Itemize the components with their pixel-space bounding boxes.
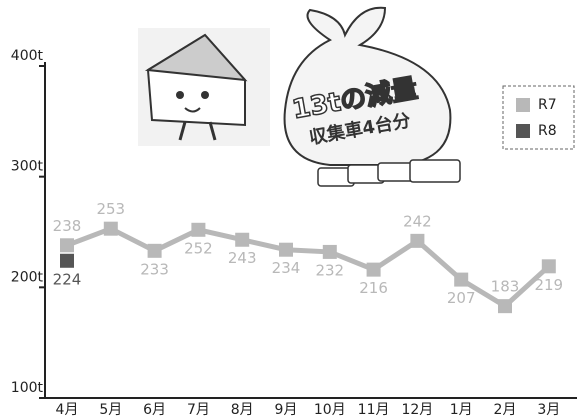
- x-tick-label: 2月: [494, 402, 517, 418]
- point: [498, 299, 512, 314]
- point: [147, 243, 162, 258]
- point: [235, 232, 250, 247]
- y-tick-label: 300t: [11, 159, 44, 175]
- x-tick-label: 11月: [358, 402, 390, 418]
- truck: [377, 162, 415, 182]
- eye: [176, 91, 184, 99]
- data-label: 207: [447, 289, 476, 307]
- series-line: [66, 225, 551, 310]
- legend-swatch: [516, 98, 530, 112]
- point: [279, 242, 293, 257]
- point: [366, 262, 381, 277]
- data-label: 183: [491, 278, 520, 296]
- x-tick-label: 7月: [187, 402, 210, 418]
- data-label: 252: [184, 239, 213, 257]
- data-label: 224: [53, 270, 82, 288]
- data-label: 243: [228, 249, 257, 267]
- data-label: 253: [96, 200, 125, 218]
- bag: [283, 6, 452, 166]
- x-tick-label: 1月: [450, 402, 473, 418]
- x-tick-label: 4月: [56, 402, 79, 418]
- leg: [208, 121, 217, 141]
- data-label: 216: [359, 279, 388, 297]
- data-label: 238: [53, 217, 82, 235]
- eye: [201, 91, 209, 99]
- data-label: 234: [272, 259, 301, 277]
- legend-box: [502, 85, 575, 150]
- leg: [178, 121, 187, 141]
- x-tick-label: 12月: [401, 402, 433, 418]
- point: [103, 221, 118, 236]
- x-tick-label: 8月: [231, 402, 254, 418]
- x-tick-label: 5月: [99, 402, 122, 418]
- legend-label: R8: [538, 123, 557, 139]
- point: [454, 272, 469, 287]
- mouth: [184, 107, 201, 113]
- point: [60, 238, 74, 253]
- y-tick-label: 400t: [11, 48, 44, 64]
- bag-illustration: 13tの減量 収集車4台分: [283, 6, 461, 187]
- point: [322, 244, 337, 259]
- truck: [409, 159, 461, 183]
- y-tick-label: 200t: [11, 269, 44, 285]
- legend-swatch: [516, 124, 530, 138]
- legend-label: R7: [538, 97, 557, 113]
- x-tick-label: 6月: [143, 402, 166, 418]
- point: [191, 222, 206, 237]
- point: [410, 233, 425, 248]
- x-tick-label: 9月: [275, 402, 298, 418]
- point: [541, 259, 556, 274]
- cake-illustration: [138, 28, 270, 146]
- x-tick-label: 10月: [314, 402, 346, 418]
- data-label: 233: [140, 260, 169, 278]
- y-tick-label: 100t: [11, 380, 44, 396]
- x-tick-label: 3月: [537, 402, 560, 418]
- data-label: 242: [403, 212, 432, 230]
- cake-top: [144, 33, 248, 82]
- data-label: 232: [315, 261, 344, 279]
- data-label: 219: [534, 276, 563, 294]
- point: [60, 253, 74, 268]
